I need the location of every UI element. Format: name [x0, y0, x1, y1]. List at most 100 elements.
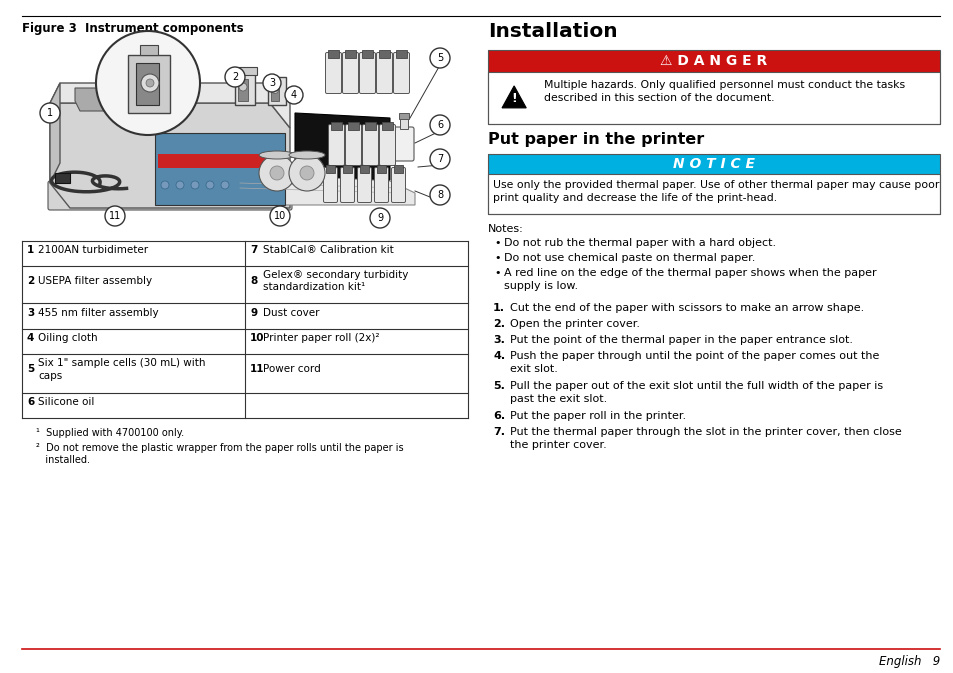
- Circle shape: [299, 166, 314, 180]
- Polygon shape: [154, 133, 285, 205]
- Text: 9: 9: [250, 308, 257, 318]
- Text: Installation: Installation: [488, 22, 618, 41]
- Ellipse shape: [289, 151, 325, 159]
- Text: Gelex® secondary turbidity
standardization kit¹: Gelex® secondary turbidity standardizati…: [263, 269, 408, 292]
- FancyBboxPatch shape: [342, 52, 358, 94]
- Text: 455 nm filter assembly: 455 nm filter assembly: [38, 308, 158, 318]
- Circle shape: [239, 83, 247, 91]
- Text: Do not use chemical paste on thermal paper.: Do not use chemical paste on thermal pap…: [503, 253, 755, 263]
- FancyBboxPatch shape: [391, 168, 405, 203]
- Text: Multiple hazards. Only qualified personnel must conduct the tasks
described in t: Multiple hazards. Only qualified personn…: [543, 80, 904, 103]
- Bar: [488, 72, 939, 124]
- Text: 2100AN turbidimeter: 2100AN turbidimeter: [38, 246, 148, 255]
- Text: N O T I C E: N O T I C E: [673, 157, 754, 171]
- Circle shape: [370, 208, 390, 228]
- Text: Put the thermal paper through the slot in the printer cover, then close
the prin: Put the thermal paper through the slot i…: [510, 427, 901, 450]
- Text: A red line on the edge of the thermal paper shows when the paper
supply is low.: A red line on the edge of the thermal pa…: [503, 268, 876, 291]
- Bar: [395, 50, 407, 58]
- Bar: [140, 45, 158, 55]
- FancyBboxPatch shape: [345, 125, 361, 166]
- FancyBboxPatch shape: [359, 52, 375, 94]
- Circle shape: [141, 74, 159, 92]
- FancyBboxPatch shape: [376, 52, 392, 94]
- Text: 9: 9: [376, 213, 383, 223]
- Text: 7: 7: [436, 154, 442, 164]
- Text: 2: 2: [27, 276, 34, 286]
- Text: Open the printer cover.: Open the printer cover.: [510, 319, 639, 329]
- Text: ⚠ D A N G E R: ⚠ D A N G E R: [659, 54, 767, 68]
- Polygon shape: [501, 86, 526, 108]
- FancyBboxPatch shape: [328, 125, 344, 166]
- FancyBboxPatch shape: [379, 125, 395, 166]
- Bar: [268, 77, 286, 105]
- Text: Put the point of the thermal paper in the paper entrance slot.: Put the point of the thermal paper in th…: [510, 335, 852, 345]
- Bar: [488, 50, 939, 124]
- Bar: [488, 50, 939, 72]
- Polygon shape: [294, 113, 390, 180]
- FancyBboxPatch shape: [394, 127, 414, 161]
- FancyBboxPatch shape: [362, 125, 378, 166]
- Bar: [237, 79, 248, 101]
- Polygon shape: [50, 83, 60, 183]
- Circle shape: [430, 149, 450, 169]
- FancyBboxPatch shape: [357, 168, 371, 203]
- Bar: [343, 165, 352, 173]
- Text: 2.: 2.: [493, 319, 504, 329]
- Circle shape: [225, 67, 245, 87]
- Bar: [399, 119, 408, 129]
- Bar: [328, 50, 338, 58]
- Circle shape: [96, 31, 200, 135]
- Bar: [488, 174, 939, 214]
- Polygon shape: [75, 88, 165, 111]
- Circle shape: [430, 115, 450, 135]
- Text: 4: 4: [27, 333, 34, 343]
- Text: Do not rub the thermal paper with a hard object.: Do not rub the thermal paper with a hard…: [503, 238, 776, 248]
- Circle shape: [263, 74, 281, 92]
- Text: 2: 2: [232, 72, 238, 82]
- Polygon shape: [128, 55, 170, 113]
- Text: 1.: 1.: [493, 303, 504, 313]
- Circle shape: [146, 79, 153, 87]
- FancyBboxPatch shape: [393, 52, 409, 94]
- Text: Pull the paper out of the exit slot until the full width of the paper is
past th: Pull the paper out of the exit slot unti…: [510, 381, 882, 404]
- Text: 4: 4: [291, 90, 296, 100]
- Bar: [158, 154, 282, 168]
- Text: Power cord: Power cord: [263, 364, 320, 374]
- Circle shape: [430, 48, 450, 68]
- Text: !: !: [511, 92, 517, 106]
- Text: 10: 10: [250, 333, 264, 343]
- Text: 5.: 5.: [493, 381, 504, 391]
- Bar: [398, 113, 409, 119]
- Bar: [488, 154, 939, 214]
- Text: 10: 10: [274, 211, 286, 221]
- FancyBboxPatch shape: [375, 168, 388, 203]
- Text: 1: 1: [27, 246, 34, 255]
- Text: 3: 3: [27, 308, 34, 318]
- Circle shape: [430, 185, 450, 205]
- Bar: [365, 122, 375, 130]
- Bar: [361, 50, 373, 58]
- Text: Put paper in the printer: Put paper in the printer: [488, 132, 703, 147]
- Bar: [359, 165, 369, 173]
- Text: 3: 3: [269, 78, 274, 88]
- Bar: [326, 165, 335, 173]
- Ellipse shape: [258, 151, 294, 159]
- Text: Six 1" sample cells (30 mL) with
caps: Six 1" sample cells (30 mL) with caps: [38, 358, 205, 381]
- Text: 7: 7: [250, 246, 257, 255]
- Circle shape: [161, 181, 169, 189]
- Text: StablCal® Calibration kit: StablCal® Calibration kit: [263, 246, 394, 255]
- Text: 11: 11: [109, 211, 121, 221]
- Bar: [234, 73, 254, 105]
- Text: Use only the provided thermal paper. Use of other thermal paper may cause poor
p: Use only the provided thermal paper. Use…: [493, 180, 939, 203]
- Bar: [271, 83, 278, 101]
- Text: Silicone oil: Silicone oil: [38, 397, 94, 407]
- Circle shape: [258, 155, 294, 191]
- Text: 8: 8: [250, 276, 257, 286]
- Text: Push the paper through until the point of the paper comes out the
exit slot.: Push the paper through until the point o…: [510, 351, 879, 374]
- Text: 1: 1: [47, 108, 53, 118]
- Text: Oiling cloth: Oiling cloth: [38, 333, 97, 343]
- FancyBboxPatch shape: [340, 168, 355, 203]
- Circle shape: [191, 181, 199, 189]
- Bar: [381, 122, 393, 130]
- Text: 6: 6: [27, 397, 34, 407]
